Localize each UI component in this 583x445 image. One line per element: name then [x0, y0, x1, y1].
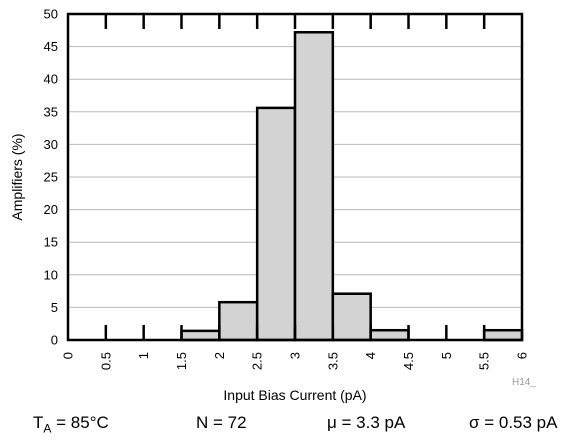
histogram-bar	[331, 292, 372, 342]
x-tick-label: 2	[212, 352, 227, 359]
y-tick-label: 40	[44, 72, 58, 87]
x-tick-label: 0	[61, 352, 76, 359]
y-tick-label: 45	[44, 39, 58, 54]
y-tick-label: 20	[44, 202, 58, 217]
x-tick-label: 5.5	[477, 352, 492, 370]
x-axis-title: Input Bias Current (pA)	[223, 387, 366, 403]
y-axis-title: Amplifiers (%)	[9, 133, 25, 220]
y-tick-label: 5	[51, 300, 58, 315]
temp-symbol: T	[33, 413, 44, 432]
mean-value: μ = 3.3 pA	[327, 413, 406, 432]
x-tick-label: 5	[439, 352, 454, 359]
histogram-bar	[369, 328, 410, 342]
y-tick-label: 10	[44, 267, 58, 282]
y-tick-label: 15	[44, 235, 58, 250]
y-tick-label: 30	[44, 137, 58, 152]
x-tick-label: 2.5	[250, 352, 265, 370]
histogram-bar	[293, 31, 335, 342]
histogram-bar	[218, 300, 259, 342]
temp-subscript: A	[43, 421, 52, 436]
histogram-bar	[255, 106, 297, 342]
bars	[180, 31, 524, 342]
x-tick-label: 3	[288, 352, 303, 359]
x-tick-label: 6	[515, 352, 530, 359]
temperature-condition: TA = 85°C	[33, 413, 109, 435]
x-tick-label: 3.5	[325, 352, 340, 370]
y-tick-label: 35	[44, 104, 58, 119]
ticks	[104, 14, 486, 340]
figure-code: H14_	[512, 377, 536, 388]
histogram-bar	[180, 329, 221, 342]
x-tick-label: 4.5	[401, 352, 416, 370]
sample-count: N = 72	[196, 413, 247, 432]
y-tick-label: 0	[51, 333, 58, 348]
y-tick-label: 25	[44, 170, 58, 185]
histogram-chart: 0 5 10 15 20 25 30 35 40 45 50 0 0.5 1 1.5 2 2.5 3 3.5 4 4.…	[9, 7, 536, 404]
x-tick-label: 0.5	[98, 352, 113, 370]
x-tick-label: 1	[136, 352, 151, 359]
temp-value: = 85°C	[51, 413, 109, 432]
std-dev-value: σ = 0.53 pA	[469, 413, 558, 432]
x-tick-label: 1.5	[174, 352, 189, 370]
y-tick-labels: 0 5 10 15 20 25 30 35 40 45 50	[44, 7, 58, 348]
x-tick-labels: 0 0.5 1 1.5 2 2.5 3 3.5 4 4.5 5 5.5 6	[61, 352, 530, 370]
histogram-bar	[482, 328, 524, 342]
x-tick-label: 4	[363, 352, 378, 359]
y-tick-label: 50	[44, 7, 58, 22]
